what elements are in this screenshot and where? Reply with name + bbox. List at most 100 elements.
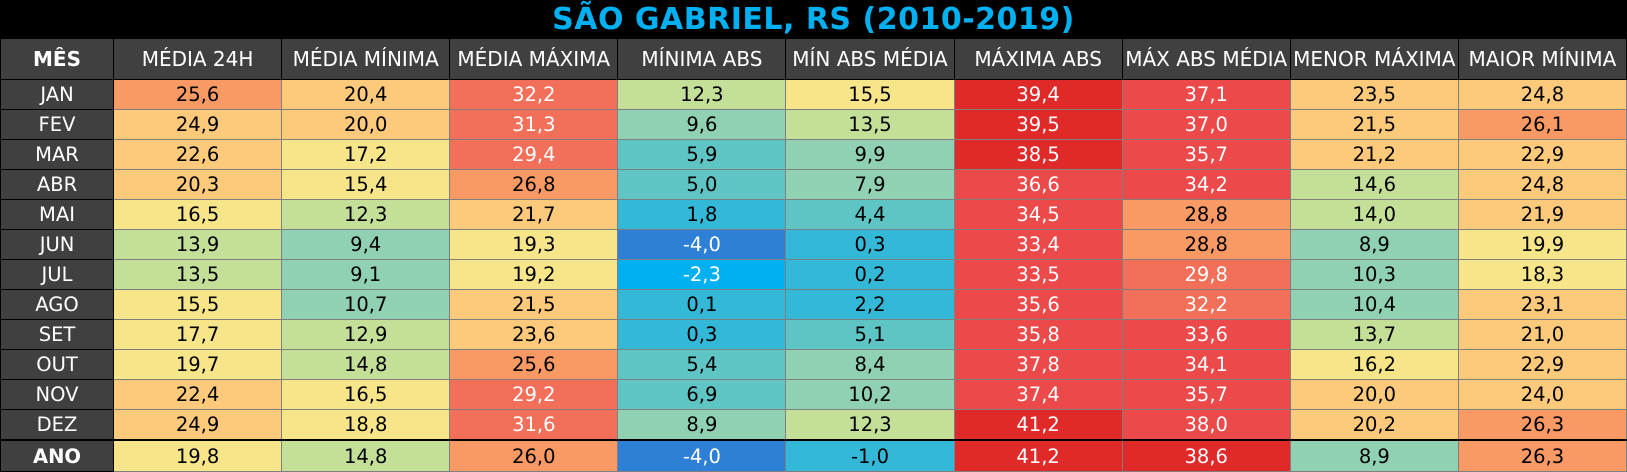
month-label: ABR	[0, 169, 114, 200]
data-cell: 26,8	[449, 169, 619, 200]
column-header: MÊS	[0, 38, 114, 80]
data-cell: 10,7	[281, 289, 451, 320]
data-cell: 21,5	[449, 289, 619, 320]
data-cell: 2,2	[785, 289, 955, 320]
data-cell: 4,4	[785, 199, 955, 230]
data-cell: 31,3	[449, 109, 619, 140]
data-cell: 0,3	[617, 319, 787, 350]
header-row: MÊS MÉDIA 24H MÉDIA MÍNIMA MÉDIA MÁXIMA MÍNI…	[0, 38, 1627, 80]
data-cell: 22,4	[112, 379, 283, 410]
data-cell: 29,4	[449, 139, 619, 170]
data-cell: 26,3	[1457, 439, 1627, 472]
column-header: MÉDIA MÍNIMA	[281, 38, 451, 80]
data-cell: 41,2	[953, 409, 1123, 441]
month-label: JUL	[0, 259, 114, 290]
table-row: OUT 19,7 14,8 25,6 5,4 8,4 37,8 34,1 16,2 22,9	[0, 349, 1627, 380]
data-cell: 23,1	[1457, 289, 1627, 320]
data-cell: 24,9	[112, 109, 283, 140]
data-cell: 5,4	[617, 349, 787, 380]
data-cell: 20,3	[112, 169, 283, 200]
data-cell: 17,2	[281, 139, 451, 170]
data-cell: 18,8	[281, 409, 451, 441]
table-row: JUL 13,5 9,1 19,2 -2,3 0,2 33,5 29,8 10,3 18,3	[0, 259, 1627, 290]
data-cell: 8,9	[1289, 439, 1459, 472]
data-cell: 17,7	[112, 319, 283, 350]
table-row: JUN 13,9 9,4 19,3 -4,0 0,3 33,4 28,8 8,9 19,9	[0, 229, 1627, 260]
data-cell: 34,2	[1121, 169, 1291, 200]
data-cell: 26,0	[449, 439, 619, 472]
column-header: MÉDIA 24H	[112, 38, 283, 80]
data-cell: -4,0	[617, 439, 787, 472]
data-cell: 24,9	[112, 409, 283, 441]
data-cell: -1,0	[785, 439, 955, 472]
data-cell: 5,9	[617, 139, 787, 170]
data-cell: 15,5	[112, 289, 283, 320]
month-label: DEZ	[0, 409, 114, 441]
column-header: MAIOR MÍNIMA	[1457, 38, 1627, 80]
data-cell: 21,2	[1289, 139, 1459, 170]
data-cell: 28,8	[1121, 199, 1291, 230]
data-cell: 37,8	[953, 349, 1123, 380]
month-label: OUT	[0, 349, 114, 380]
data-cell: 10,3	[1289, 259, 1459, 290]
data-cell: 14,6	[1289, 169, 1459, 200]
data-cell: 23,5	[1289, 79, 1459, 110]
data-cell: 21,9	[1457, 199, 1627, 230]
data-cell: 14,0	[1289, 199, 1459, 230]
month-label: FEV	[0, 109, 114, 140]
data-cell: 1,8	[617, 199, 787, 230]
data-cell: 35,7	[1121, 379, 1291, 410]
data-cell: 35,7	[1121, 139, 1291, 170]
data-cell: 32,2	[1121, 289, 1291, 320]
data-cell: 12,3	[617, 79, 787, 110]
data-cell: 16,5	[112, 199, 283, 230]
data-cell: 19,2	[449, 259, 619, 290]
data-cell: 0,3	[785, 229, 955, 260]
month-label: NOV	[0, 379, 114, 410]
data-cell: 9,4	[281, 229, 451, 260]
data-cell: 12,9	[281, 319, 451, 350]
data-cell: 14,8	[281, 439, 451, 472]
data-cell: 24,8	[1457, 169, 1627, 200]
data-cell: 13,9	[112, 229, 283, 260]
data-cell: 19,8	[112, 439, 283, 472]
data-cell: 20,0	[281, 109, 451, 140]
climate-table: MÊS MÉDIA 24H MÉDIA MÍNIMA MÉDIA MÁXIMA MÍNI…	[0, 38, 1627, 472]
data-cell: 19,7	[112, 349, 283, 380]
data-cell: 34,5	[953, 199, 1123, 230]
data-cell: 31,6	[449, 409, 619, 441]
table-row: NOV 22,4 16,5 29,2 6,9 10,2 37,4 35,7 20,0 24,0	[0, 379, 1627, 410]
data-cell: 5,1	[785, 319, 955, 350]
data-cell: 9,9	[785, 139, 955, 170]
month-label: SET	[0, 319, 114, 350]
data-cell: 28,8	[1121, 229, 1291, 260]
data-cell: 13,7	[1289, 319, 1459, 350]
column-header: MÁXIMA ABS	[953, 38, 1123, 80]
data-cell: 9,1	[281, 259, 451, 290]
table-row: SET 17,7 12,9 23,6 0,3 5,1 35,8 33,6 13,7 21,0	[0, 319, 1627, 350]
data-cell: 22,6	[112, 139, 283, 170]
data-cell: 20,2	[1289, 409, 1459, 441]
data-cell: 26,1	[1457, 109, 1627, 140]
data-cell: 35,6	[953, 289, 1123, 320]
data-cell: 9,6	[617, 109, 787, 140]
data-cell: 18,3	[1457, 259, 1627, 290]
column-header: MÍNIMA ABS	[617, 38, 787, 80]
data-cell: 35,8	[953, 319, 1123, 350]
data-cell: 33,5	[953, 259, 1123, 290]
data-cell: 13,5	[112, 259, 283, 290]
month-label: JAN	[0, 79, 114, 110]
data-cell: 15,5	[785, 79, 955, 110]
table-body: JAN 25,6 20,4 32,2 12,3 15,5 39,4 37,1 23,5 24,8 F…	[0, 79, 1627, 472]
month-label: JUN	[0, 229, 114, 260]
data-cell: 8,9	[617, 409, 787, 441]
data-cell: 24,0	[1457, 379, 1627, 410]
data-cell: 21,0	[1457, 319, 1627, 350]
data-cell: 21,7	[449, 199, 619, 230]
data-cell: 15,4	[281, 169, 451, 200]
data-cell: 38,0	[1121, 409, 1291, 441]
data-cell: 19,3	[449, 229, 619, 260]
data-cell: 12,3	[785, 409, 955, 441]
data-cell: 8,9	[1289, 229, 1459, 260]
data-cell: 29,2	[449, 379, 619, 410]
